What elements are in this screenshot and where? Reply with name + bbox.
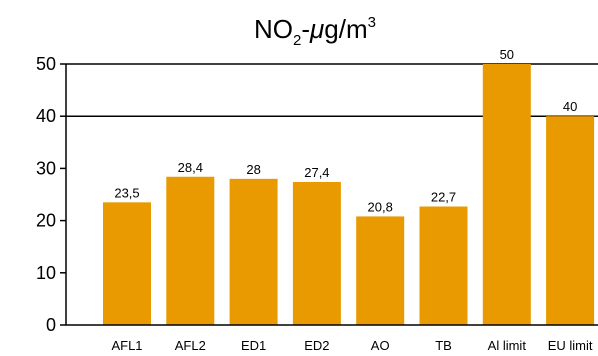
bar-tb — [419, 206, 468, 325]
data-label: 27,4 — [304, 165, 329, 180]
data-label: 50 — [500, 47, 514, 62]
data-label: 28,4 — [178, 160, 203, 175]
data-label: 28 — [246, 162, 260, 177]
x-tick-label: TB — [435, 338, 452, 353]
y-tick-label: 20 — [36, 211, 56, 231]
data-labels: 23,5 28,4 28 27,4 20,8 22,7 50 40 — [114, 47, 577, 214]
data-label: 20,8 — [368, 199, 393, 214]
bar-ao — [356, 216, 405, 325]
y-axis-ticks: 0 10 20 30 40 50 — [36, 54, 66, 335]
x-tick-label: AFL2 — [175, 338, 206, 353]
bars — [103, 64, 595, 325]
y-tick-label: 30 — [36, 158, 56, 178]
x-tick-label: AO — [371, 338, 390, 353]
bar-afl1 — [103, 202, 151, 325]
data-label: 22,7 — [431, 190, 456, 205]
axes — [65, 64, 598, 326]
y-tick-label: 50 — [36, 54, 56, 74]
chart-title: NO2-μg/m3 — [254, 14, 376, 49]
x-tick-label: ED1 — [241, 338, 266, 353]
x-tick-label: AFL1 — [111, 338, 142, 353]
bar-afl2 — [166, 176, 215, 325]
bar-ed2 — [292, 181, 341, 325]
x-axis-ticks: AFL1 AFL2 ED1 ED2 AO TB Al limit EU limit — [111, 338, 592, 353]
y-tick-label: 0 — [46, 315, 56, 335]
data-label: 23,5 — [114, 185, 139, 200]
bar-al-limit — [482, 64, 531, 325]
y-tick-label: 10 — [36, 263, 56, 283]
y-tick-label: 40 — [36, 106, 56, 126]
bar-ed1 — [229, 178, 278, 325]
x-tick-label: ED2 — [304, 338, 329, 353]
bar-eu-limit — [546, 116, 595, 325]
x-tick-label: EU limit — [548, 338, 593, 353]
data-label: 40 — [563, 99, 577, 114]
x-tick-label: Al limit — [488, 338, 527, 353]
